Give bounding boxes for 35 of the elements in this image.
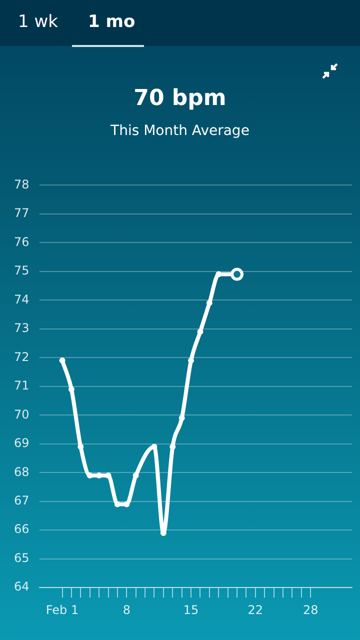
y-tick-label: 73 [14, 321, 30, 336]
y-tick-label: 74 [14, 292, 30, 306]
x-tick-label: 28 [302, 602, 318, 617]
x-tick-label: 22 [248, 602, 264, 617]
point [151, 444, 158, 450]
y-tick-label: 75 [14, 264, 30, 278]
y-tick-label: 69 [14, 436, 30, 450]
x-tick-label: 15 [183, 602, 199, 617]
y-tick-label: 77 [14, 206, 30, 220]
point [124, 501, 130, 508]
y-tick-label: 65 [14, 550, 30, 565]
point [206, 300, 212, 306]
text: 1 wk [18, 12, 58, 32]
y-tick-label: 70 [14, 407, 30, 422]
y-tick-label: 78 [14, 177, 30, 192]
text: 1 mo [88, 12, 136, 32]
y-tick-label: 68 [14, 464, 30, 479]
point [59, 358, 66, 364]
point [197, 328, 204, 335]
point [68, 386, 74, 392]
y-tick-label: 64 [14, 580, 30, 594]
y-tick-label: 72 [14, 350, 30, 364]
chart-subtitle: This Month Average [110, 123, 250, 139]
x-tick-label: Feb 1 [46, 602, 79, 617]
y-tick-label: 67 [14, 493, 30, 508]
x-tick-label: 8 [122, 602, 130, 617]
point [132, 472, 139, 479]
y-tick-label: 76 [14, 234, 30, 249]
y-tick-label: 71 [14, 378, 30, 393]
chart-title: 70 bpm [132, 86, 228, 111]
point [170, 444, 176, 450]
point [78, 444, 84, 450]
point [178, 415, 185, 422]
y-tick-label: 66 [14, 522, 30, 536]
point [114, 501, 120, 508]
